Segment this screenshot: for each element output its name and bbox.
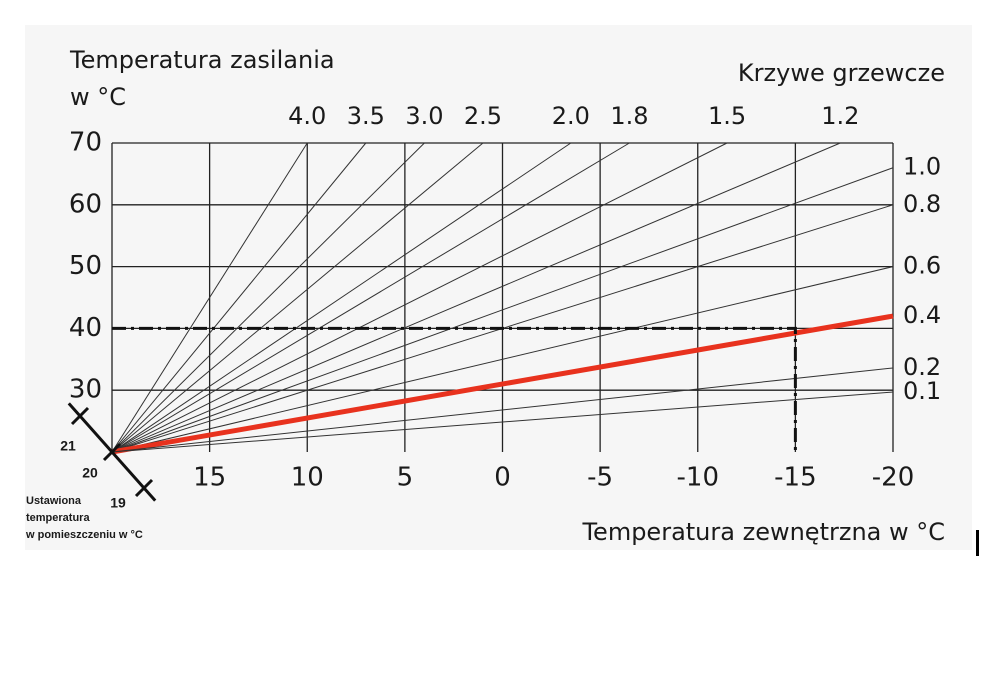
y-tick-label: 60 xyxy=(69,189,102,219)
x-tick-label: 5 xyxy=(397,463,414,493)
curve xyxy=(111,367,894,453)
curve xyxy=(111,142,425,453)
x-tick-label: 15 xyxy=(193,463,226,493)
curve-label: 3.5 xyxy=(347,102,385,130)
curve xyxy=(111,266,894,453)
curve-label: 1.0 xyxy=(903,153,941,181)
curve-label: 0.8 xyxy=(903,190,941,218)
curve-label: 0.6 xyxy=(903,252,941,280)
curve-label: 3.0 xyxy=(405,102,443,130)
curve-label: 0.4 xyxy=(903,301,941,329)
x-tick-label: -20 xyxy=(872,463,914,493)
curve-label: 0.1 xyxy=(903,377,941,405)
room-axis-label: w pomieszczeniu w °C xyxy=(25,529,143,541)
y-tick-label: 30 xyxy=(69,375,102,405)
y-tick-label: 70 xyxy=(69,128,102,158)
curve-label: 2.5 xyxy=(464,102,502,130)
y-tick-label: 50 xyxy=(69,251,102,281)
curve-label: 1.8 xyxy=(610,102,648,130)
curve xyxy=(111,142,484,453)
x-tick-label: 0 xyxy=(494,463,511,493)
curve xyxy=(111,142,630,453)
curve xyxy=(111,142,308,453)
curve-label: 1.5 xyxy=(708,102,746,130)
room-tick-label: 19 xyxy=(110,495,126,511)
room-tick xyxy=(102,442,122,462)
curve xyxy=(111,142,728,453)
room-tick xyxy=(134,478,154,498)
x-axis-title: Temperatura zewnętrzna w °C xyxy=(581,518,945,546)
room-axis-label: temperatura xyxy=(26,512,90,524)
curve xyxy=(111,313,894,455)
y-tick-label: 40 xyxy=(69,313,102,343)
curve xyxy=(111,142,841,453)
curve-label: 4.0 xyxy=(288,102,326,130)
curve xyxy=(111,142,572,453)
x-tick-label: -5 xyxy=(587,463,613,493)
room-tick xyxy=(70,406,90,426)
cursor-bar xyxy=(976,530,979,556)
curve-label: 2.0 xyxy=(552,102,590,130)
y-axis-title: w °C xyxy=(70,83,126,111)
curve-label: 0.2 xyxy=(903,353,941,381)
x-tick-label: 10 xyxy=(291,463,324,493)
room-tick-label: 21 xyxy=(60,438,76,454)
x-tick-label: -15 xyxy=(774,463,816,493)
room-axis-label: Ustawiona xyxy=(26,495,82,507)
room-tick-label: 20 xyxy=(82,465,98,481)
curve xyxy=(111,142,367,453)
curve xyxy=(111,167,894,453)
y-axis-title: Temperatura zasilania xyxy=(69,46,335,74)
reference-line xyxy=(112,326,797,452)
curve-label: 1.2 xyxy=(821,102,859,130)
x-tick-label: -10 xyxy=(677,463,719,493)
curve xyxy=(111,391,894,453)
legend-title: Krzywe grzewcze xyxy=(738,59,945,87)
